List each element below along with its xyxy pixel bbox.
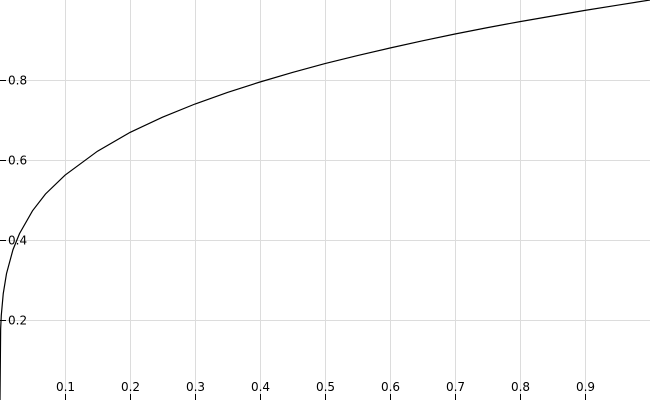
x-tick-label: 0.6 xyxy=(381,380,400,394)
x-tick-label: 0.3 xyxy=(186,380,205,394)
x-tick-label: 0.2 xyxy=(121,380,140,394)
y-gridlines xyxy=(0,80,650,321)
y-axis-ticks: 0.2 0.4 0.6 0.8 xyxy=(0,74,27,328)
y-tick-label: 0.6 xyxy=(8,154,27,168)
y-tick-label: 0.8 xyxy=(8,74,27,88)
x-tick-label: 0.9 xyxy=(576,380,595,394)
y-tick-label: 0.2 xyxy=(8,314,27,328)
x-tick-label: 0.5 xyxy=(316,380,335,394)
y-tick-label: 0.4 xyxy=(8,234,27,248)
x-tick-label: 0.1 xyxy=(56,380,75,394)
x-tick-label: 0.4 xyxy=(251,380,270,394)
x-tick-label: 0.8 xyxy=(511,380,530,394)
x-axis-ticks: 0.1 0.2 0.3 0.4 0.5 0.6 0.7 0.8 0.9 xyxy=(56,380,595,400)
x-tick-label: 0.7 xyxy=(446,380,465,394)
x-gridlines xyxy=(65,0,586,400)
